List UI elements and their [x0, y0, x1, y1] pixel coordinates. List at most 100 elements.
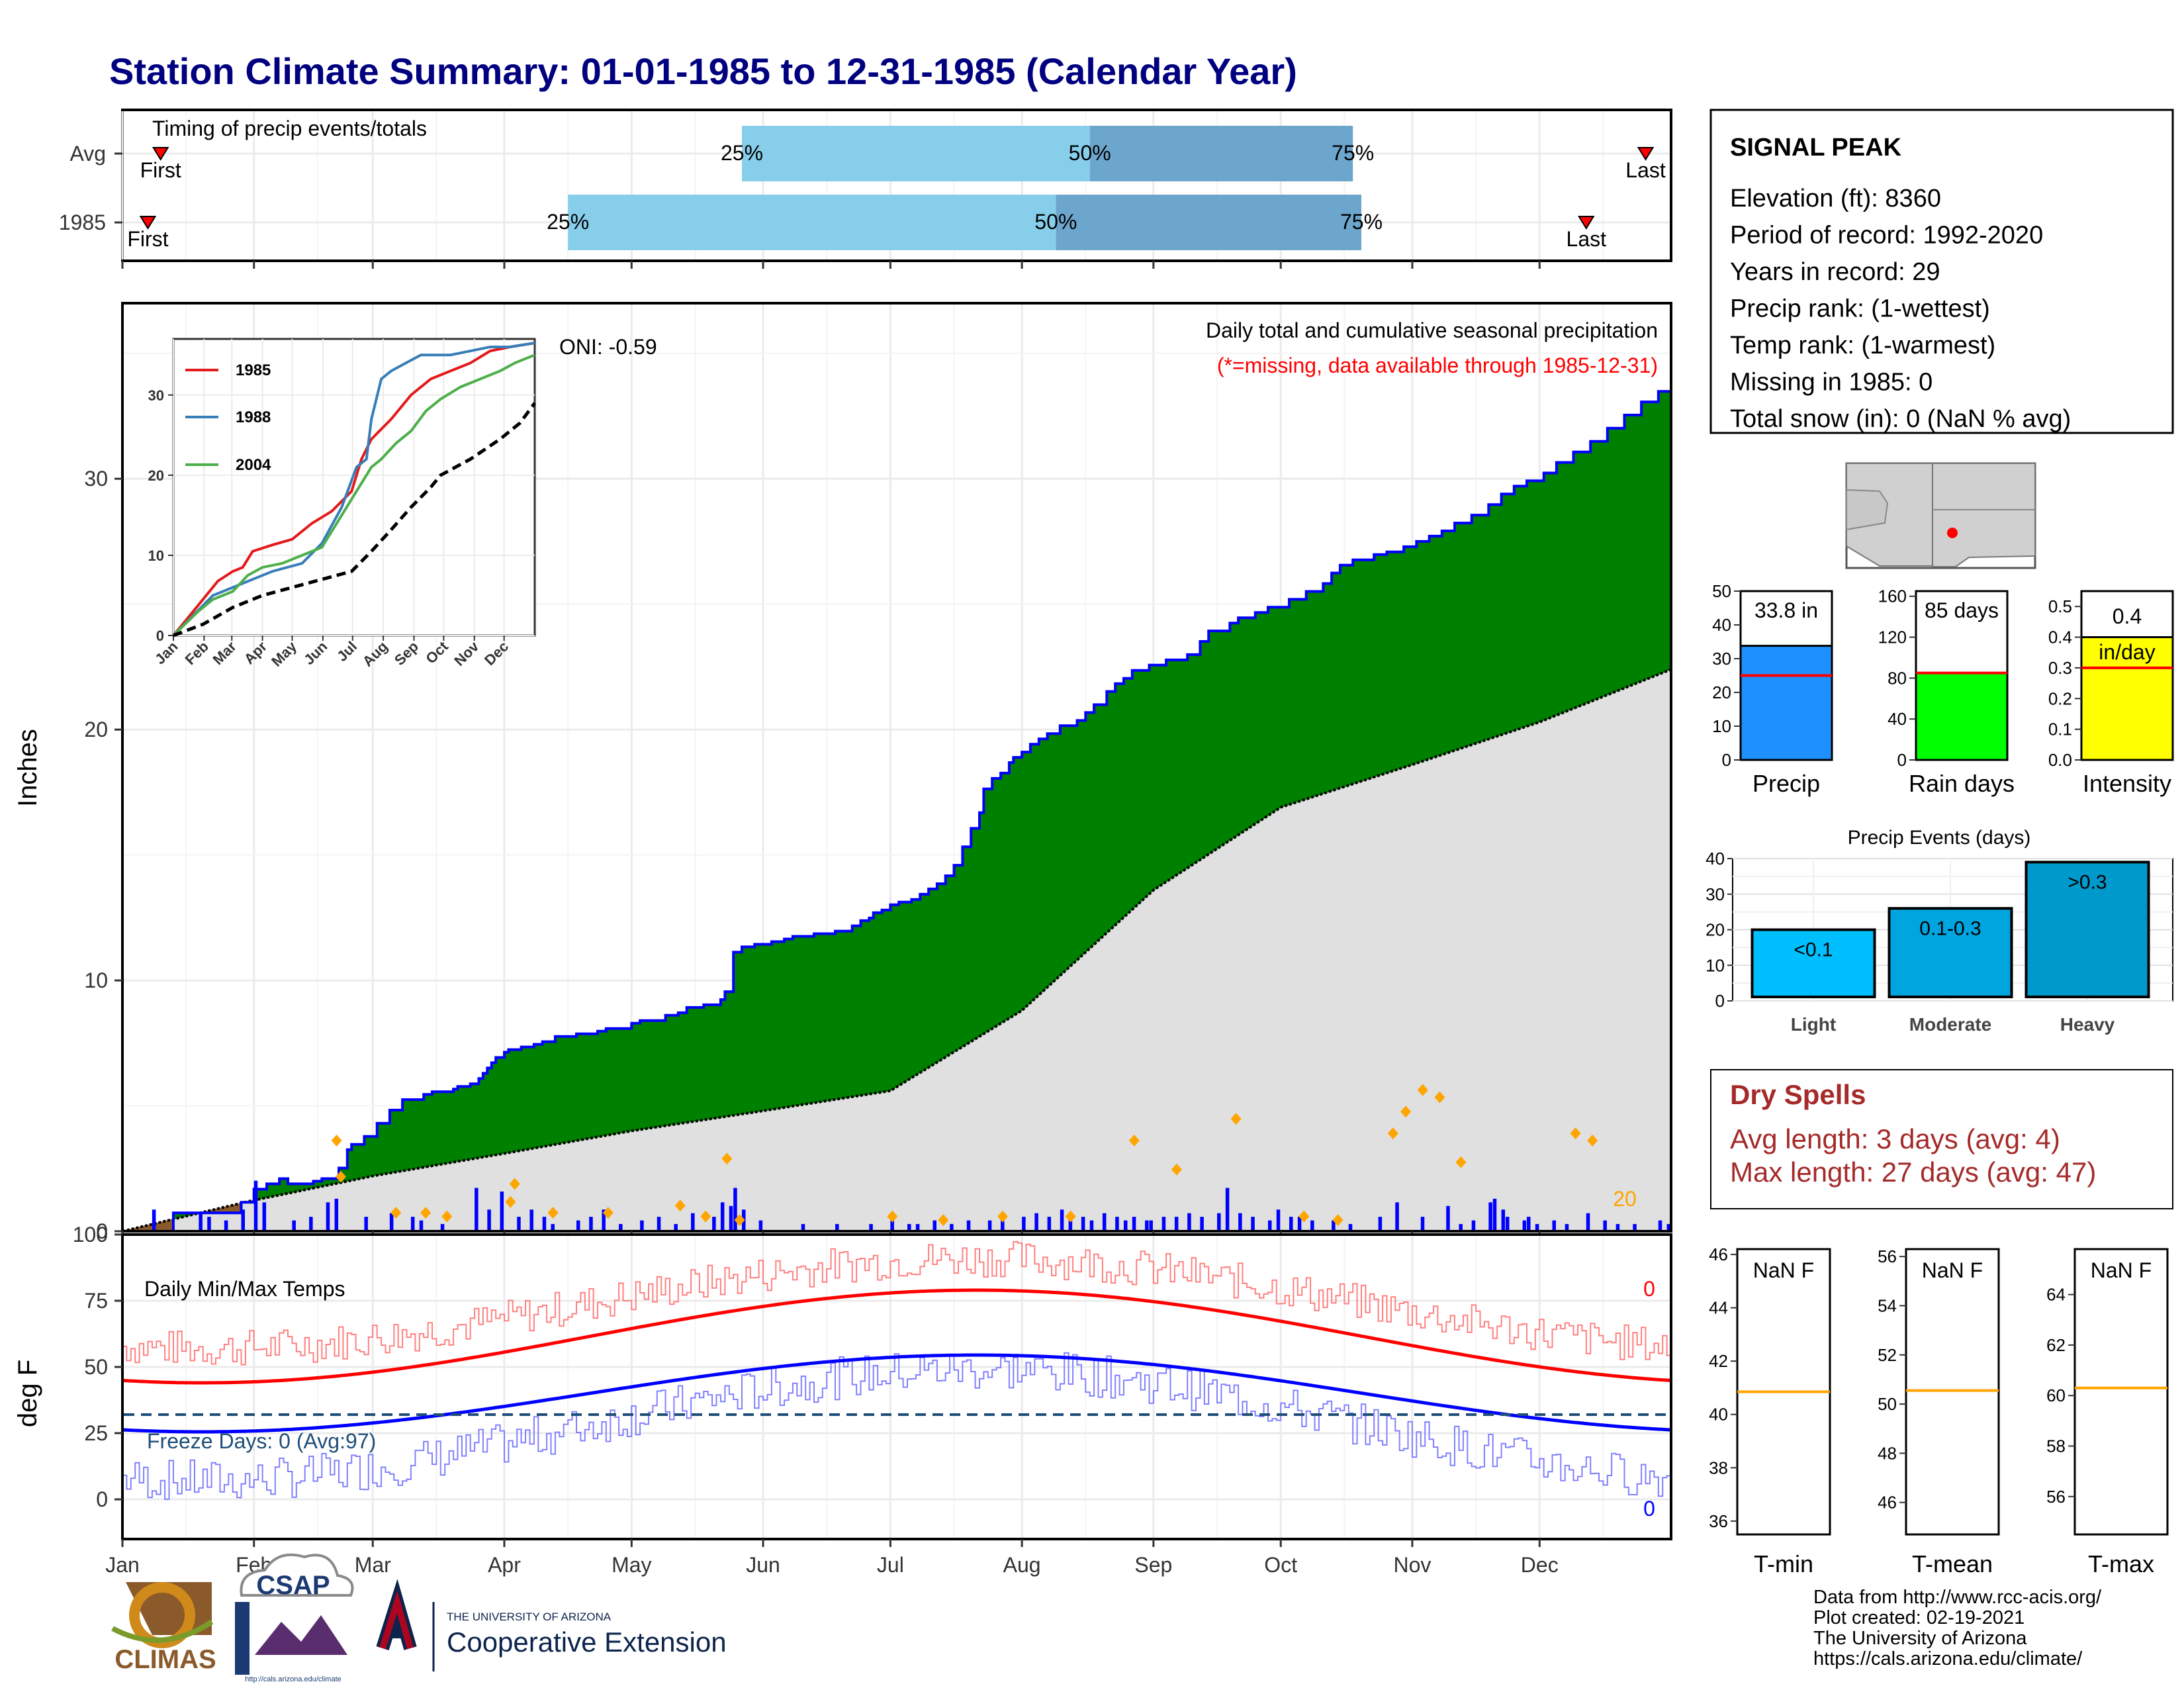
daily-precip-bar: [602, 1209, 606, 1231]
station-info-box: SIGNAL PEAK Elevation (ft): 8360 Period o…: [1709, 109, 2174, 434]
quartile-bar-25-50: [742, 126, 1090, 181]
precip-event-bar: [1888, 907, 2013, 998]
inset-y-tick: 10: [148, 547, 164, 564]
timing-row-label: Avg: [69, 142, 106, 165]
daily-precip-bar: [619, 1224, 623, 1231]
daily-precip-bar: [529, 1209, 533, 1231]
daily-precip-bar: [1586, 1213, 1590, 1231]
temp-y-tick: 75: [84, 1289, 108, 1313]
csap-text: CSAP: [256, 1571, 330, 1600]
extreme-precip-marker: [887, 1210, 898, 1223]
first-event-label: First: [127, 227, 168, 251]
daily-precip-bar: [1149, 1220, 1153, 1231]
extreme-precip-marker: [1417, 1084, 1428, 1096]
daily-precip-bar: [1089, 1220, 1094, 1231]
precip-y-tick: 0: [96, 1219, 108, 1243]
month-tick-label: Apr: [488, 1553, 521, 1577]
gauge-y-tick: 0.2: [2048, 688, 2072, 708]
extreme-precip-marker: [335, 1170, 346, 1183]
daily-precip-bar: [364, 1217, 368, 1231]
daily-precip-bar: [966, 1220, 971, 1231]
extreme-precip-marker: [997, 1210, 1009, 1223]
daily-precip-bar: [1001, 1220, 1005, 1231]
daily-precip-bar: [1471, 1220, 1476, 1231]
temp-gauge-label: T-min: [1754, 1550, 1813, 1577]
daily-precip-bar: [801, 1224, 805, 1231]
temp-gauge-y-tick: 64: [2046, 1285, 2066, 1305]
cumulative-1985-line: [122, 383, 1672, 1233]
daily-precip-bar: [1446, 1205, 1450, 1231]
daily-precip-bar: [1535, 1224, 1539, 1231]
events-y-tick: 10: [1706, 955, 1725, 975]
daily-precip-bar: [326, 1202, 330, 1231]
daily-precip-bar: [712, 1217, 716, 1231]
daily-precip-bar: [1200, 1217, 1204, 1231]
events-y-tick: 40: [1706, 849, 1725, 868]
inset-legend-label: 2004: [236, 456, 271, 474]
precip-event-category: Light: [1791, 1014, 1836, 1035]
daily-precip-bar: [500, 1191, 504, 1231]
daily-precip-bar: [207, 1217, 211, 1231]
events-title: Precip Events (days): [1848, 827, 2031, 849]
credit-line: Plot created: 02-19-2021: [1813, 1607, 2025, 1628]
extreme-precip-marker: [390, 1207, 402, 1219]
first-event-marker: [152, 147, 169, 161]
extreme-precip-marker: [1400, 1105, 1412, 1118]
extreme-precip-marker: [1298, 1210, 1310, 1223]
extreme-precip-marker: [734, 1214, 745, 1227]
daily-precip-bar: [1395, 1202, 1399, 1231]
temp-gauge: 56 58 60 62 64 NaN F T-max: [2046, 1248, 2169, 1577]
temp-gauge-y-tick: 38: [1709, 1458, 1728, 1477]
daily-precip-bar: [729, 1205, 733, 1231]
temp-gauge-y-tick: 54: [1878, 1295, 1897, 1315]
inset-y-tick: 30: [148, 387, 164, 404]
temp-y-tick: 25: [84, 1421, 108, 1445]
month-tick-label: Nov: [1393, 1553, 1431, 1577]
extreme-precip-marker: [441, 1210, 453, 1223]
temp-gauge: 46 48 50 52 54 56 NaN F T-mean: [1878, 1246, 2000, 1577]
daily-precip-bar: [1161, 1217, 1166, 1231]
daily-precip-bar: [1047, 1217, 1052, 1231]
daily-precip-bar: [1060, 1209, 1064, 1231]
daily-precip-bar: [1267, 1220, 1272, 1231]
temp-gauge-y-tick: 46: [1878, 1493, 1897, 1513]
daily-precip-bar: [419, 1220, 424, 1231]
quartile-bar-25-50: [568, 195, 1056, 250]
daily-precip-bar: [758, 1220, 763, 1231]
month-tick-label: Sep: [1134, 1553, 1172, 1577]
daily-precip-bar: [517, 1217, 521, 1231]
quartile-label-75: 75%: [1332, 141, 1374, 165]
gauge-value-unit: in/day: [2099, 640, 2155, 664]
precip-event-bar: [1751, 928, 1876, 998]
precip-events-chart: Precip Events (days) 0 10 20 30 40 <0.1 Light 0…: [1706, 827, 2173, 1035]
avg-min-temp-line: [122, 1353, 1672, 1434]
precip-y-tick: 20: [84, 718, 108, 741]
temp-title: Daily Min/Max Temps: [144, 1277, 345, 1301]
extreme-precip-marker: [331, 1135, 342, 1147]
last-event-marker: [1577, 216, 1595, 230]
last-event-label: Last: [1567, 227, 1607, 251]
daily-precip-bar: [674, 1224, 678, 1231]
daily-precip-bar: [1102, 1213, 1107, 1231]
daily-precip-bar: [1297, 1217, 1302, 1231]
quartile-label-25: 25%: [721, 141, 763, 165]
extreme-precip-marker: [1387, 1127, 1398, 1140]
daily-precip-bar: [152, 1209, 156, 1231]
daily-precip-bar: [292, 1220, 296, 1231]
daily-precip-bar: [1658, 1220, 1662, 1231]
precip-event-range-label: <0.1: [1794, 939, 1833, 961]
events-y-tick: 30: [1706, 884, 1725, 904]
daily-precip-bar: [1238, 1213, 1242, 1231]
dry-spells-max: Max length: 27 days (avg: 47): [1730, 1156, 2096, 1188]
month-tick-label: Aug: [1003, 1553, 1041, 1577]
first-event-marker: [139, 216, 157, 230]
gauge-label: Precip: [1752, 770, 1820, 797]
extreme-precip-marker: [420, 1207, 432, 1219]
extreme-precip-marker: [1230, 1113, 1242, 1125]
daily-precip-bar: [720, 1202, 725, 1231]
events-y-tick: 0: [1715, 991, 1725, 1011]
credit-line: The University of Arizona: [1813, 1628, 2027, 1649]
precip-event-bar: [2025, 861, 2150, 998]
daily-precip-bar: [1310, 1220, 1314, 1231]
